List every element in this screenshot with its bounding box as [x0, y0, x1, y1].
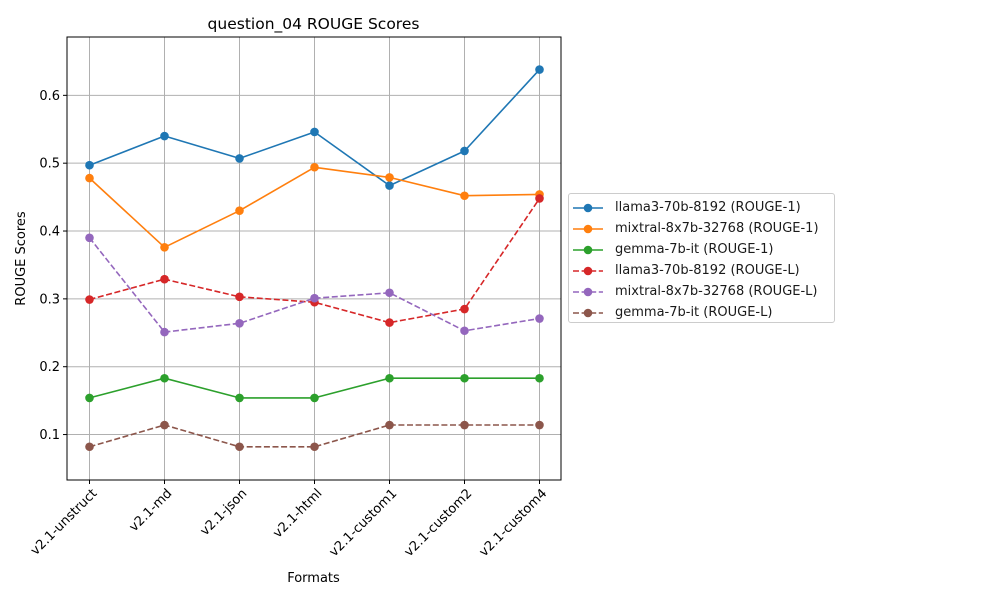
- legend-item: llama3-70b-8192 (ROUGE-L): [569, 260, 834, 281]
- series-5: [85, 420, 544, 452]
- y-tick-label: 0.4: [39, 225, 60, 240]
- legend-swatch: [573, 245, 603, 254]
- data-point: [460, 420, 469, 430]
- legend-swatch: [573, 203, 603, 212]
- y-tick-label: 0.5: [39, 157, 60, 172]
- data-point: [160, 243, 169, 252]
- data-point: [535, 373, 544, 383]
- y-tick-label: 0.2: [39, 360, 60, 375]
- legend-swatch-marker: [583, 224, 593, 233]
- legend-swatch-marker: [583, 287, 593, 296]
- x-tick-label: v2.1-md: [127, 486, 176, 535]
- x-tick-label: v2.1-custom1: [327, 486, 401, 560]
- data-point: [235, 442, 244, 452]
- legend-label: gemma-7b-it (ROUGE-L): [615, 305, 773, 320]
- data-point: [235, 206, 244, 215]
- data-point: [535, 194, 544, 203]
- data-point: [535, 420, 544, 430]
- legend-item: mixtral-8x7b-32768 (ROUGE-L): [569, 281, 834, 302]
- data-point: [535, 65, 544, 74]
- y-axis-label: ROUGE Scores: [14, 211, 29, 306]
- data-point: [85, 173, 94, 183]
- series-2: [85, 373, 544, 403]
- data-point: [460, 191, 469, 201]
- data-point: [85, 442, 94, 452]
- legend-label: mixtral-8x7b-32768 (ROUGE-1): [615, 221, 819, 236]
- grid: [67, 37, 561, 480]
- legend-swatch-marker: [583, 308, 593, 317]
- data-point: [85, 393, 94, 403]
- data-point: [160, 131, 169, 141]
- data-point: [160, 420, 169, 430]
- x-tick-label: v2.1-json: [198, 486, 251, 539]
- legend-swatch: [573, 266, 603, 275]
- legend-swatch-marker: [583, 245, 593, 254]
- legend-item: gemma-7b-it (ROUGE-L): [569, 302, 834, 323]
- legend-swatch: [573, 224, 603, 233]
- y-tick-label: 0.1: [39, 428, 60, 443]
- data-point: [535, 314, 544, 323]
- legend-swatch: [573, 308, 603, 317]
- data-point: [385, 173, 394, 182]
- x-tick-label: v2.1-custom2: [402, 486, 476, 560]
- data-point: [160, 373, 169, 383]
- series-group: [85, 65, 544, 452]
- data-point: [235, 292, 244, 302]
- x-axis-label: Formats: [287, 571, 340, 586]
- data-point: [310, 393, 319, 403]
- data-point: [460, 146, 469, 156]
- data-point: [160, 327, 169, 337]
- chart-title: question_04 ROUGE Scores: [208, 15, 420, 34]
- legend-swatch-marker: [583, 203, 593, 212]
- data-point: [385, 373, 394, 383]
- legend: llama3-70b-8192 (ROUGE-1) mixtral-8x7b-32…: [568, 193, 835, 323]
- data-point: [385, 181, 394, 190]
- legend-swatch-marker: [583, 266, 593, 275]
- axes: 0.1 0.2 0.3 0.4 0.5 0.6 v2.1-unstruct v2.1-md v2…: [28, 89, 550, 560]
- data-point: [310, 293, 319, 303]
- x-tick-label: v2.1-custom4: [477, 486, 551, 560]
- data-point: [85, 233, 94, 243]
- data-point: [235, 393, 244, 403]
- y-tick-label: 0.6: [39, 89, 60, 104]
- legend-label: llama3-70b-8192 (ROUGE-L): [615, 263, 800, 278]
- series-4: [85, 233, 544, 337]
- data-point: [85, 295, 94, 304]
- data-point: [160, 274, 169, 284]
- legend-item: mixtral-8x7b-32768 (ROUGE-1): [569, 218, 834, 239]
- data-point: [460, 373, 469, 383]
- data-point: [85, 160, 94, 170]
- legend-swatch: [573, 287, 603, 296]
- x-tick-label: v2.1-unstruct: [28, 486, 100, 558]
- legend-item: llama3-70b-8192 (ROUGE-1): [569, 197, 834, 218]
- series-0: [85, 65, 544, 190]
- series-1: [85, 162, 544, 252]
- plot-frame: [66, 36, 562, 481]
- legend-label: gemma-7b-it (ROUGE-1): [615, 242, 774, 257]
- data-point: [310, 162, 319, 172]
- data-point: [460, 326, 469, 336]
- data-point: [385, 318, 394, 327]
- data-point: [310, 127, 319, 137]
- data-point: [460, 304, 469, 314]
- legend-item: gemma-7b-it (ROUGE-1): [569, 239, 834, 260]
- y-tick-label: 0.3: [39, 292, 60, 307]
- data-point: [310, 442, 319, 452]
- data-point: [385, 420, 394, 430]
- data-point: [385, 288, 394, 298]
- legend-label: mixtral-8x7b-32768 (ROUGE-L): [615, 284, 818, 299]
- x-tick-label: v2.1-html: [270, 486, 325, 541]
- legend-label: llama3-70b-8192 (ROUGE-1): [615, 200, 801, 215]
- data-point: [235, 154, 244, 163]
- data-point: [235, 318, 244, 328]
